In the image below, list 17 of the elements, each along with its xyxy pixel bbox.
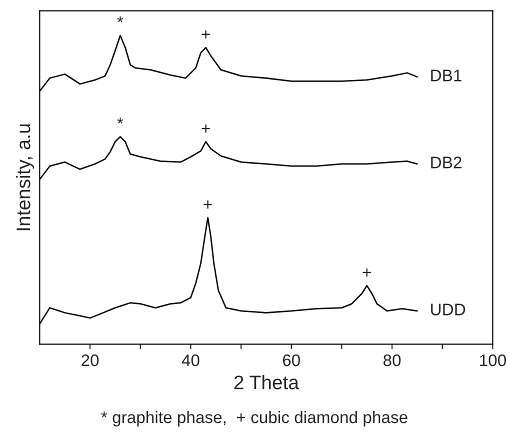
series-label: UDD <box>431 304 466 316</box>
y-axis-title: Intensity, a.u <box>16 124 34 230</box>
x-axis-title: 2 Theta <box>234 375 300 390</box>
annotation: * <box>117 16 124 22</box>
x-tick-label: 60 <box>282 354 300 366</box>
series-label: DB1 <box>431 70 462 82</box>
x-tick-label: 80 <box>384 354 401 366</box>
annotation: + <box>202 124 210 133</box>
annotation: + <box>204 200 212 209</box>
x-tick-label: 100 <box>480 354 506 366</box>
x-tick-label: 20 <box>82 354 99 366</box>
series-label: DB2 <box>431 156 462 168</box>
annotation: + <box>202 30 210 38</box>
x-tick-label: 40 <box>182 354 200 366</box>
annotation: + <box>362 268 371 276</box>
annotation: * <box>117 118 124 124</box>
text: * graphite phase, + cubic diamond phase <box>101 410 408 427</box>
